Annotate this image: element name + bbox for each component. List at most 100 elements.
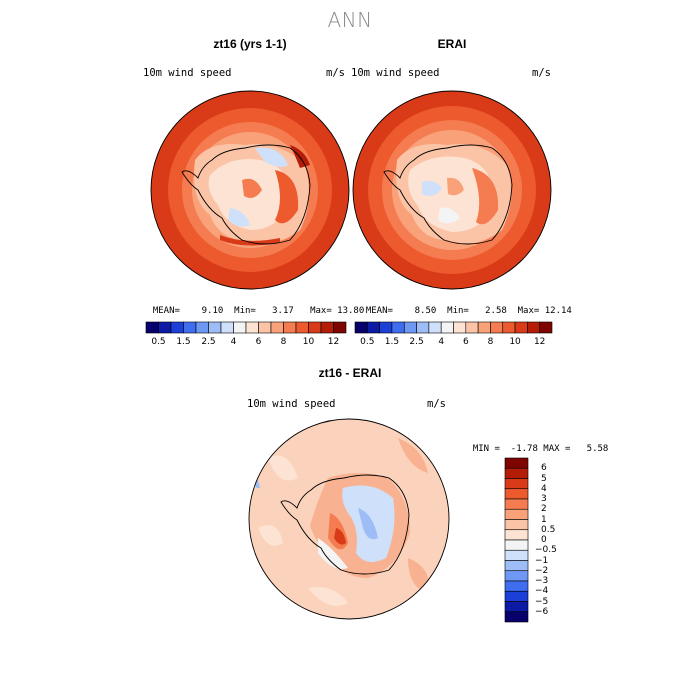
colorbar-swatch [308,321,322,334]
colorbar-swatch [379,321,393,334]
min-label: MIN = [472,444,500,454]
polar-map-model [150,90,350,290]
colorbar-swatch [295,321,309,334]
colorbar-tick-label: 1.5 [176,337,191,347]
colorbar-swatch [428,321,442,334]
colorbar-swatch [245,321,259,334]
colorbar-tick-label: −3 [535,576,549,586]
colorbar-swatch [477,321,491,334]
colorbar-tick-label: −6 [535,606,549,617]
colorbar-tick-label: 6 [541,463,547,474]
units-label-model: m/s [326,67,345,79]
colorbar-swatch [391,321,405,334]
colorbar-swatch [233,321,247,334]
colorbar-swatch [504,478,529,490]
stats-min-value: 3.17 [272,306,294,316]
colorbar-tick-label: 4 [438,337,445,347]
colorbar-tick-label: 8 [487,337,494,347]
colorbar-tick-label: 10 [509,337,521,347]
max-label: MAX = [543,444,571,454]
field-label-reanalysis: 10m wind speed [351,67,440,79]
colorbar-swatch [283,321,297,334]
stats-mean-label: MEAN= [365,306,393,316]
colorbar-swatch [465,321,479,334]
colorbar-tick-label: 5 [541,473,547,484]
stats-model: MEAN= 9.10 Min= 3.17 Max= 13.80 [142,296,364,316]
colorbar-swatch [440,321,454,334]
colorbar-swatch [320,321,334,334]
colorbar-swatch [416,321,430,334]
minmax-difference: MIN = -1.78 MAX = 5.58 [462,434,609,454]
colorbar-model [145,321,347,334]
colorbar-swatch [145,321,159,334]
colorbar-swatch [504,467,529,479]
colorbar-tick-label: 2.5 [201,337,216,347]
panel-title-reanalysis: ERAI [437,37,467,51]
colorbar-swatch [514,321,528,334]
colorbar-tick-label: 6 [462,337,469,347]
colorbar-swatch [539,321,553,334]
colorbar-tick-label: 2 [541,504,547,515]
colorbar-swatch [504,601,529,613]
panel-title-difference: zt16 - ERAI [318,366,382,380]
colorbar-swatch [158,321,172,334]
field-label-model: 10m wind speed [143,67,232,79]
stats-min-label: Min= [447,306,469,316]
colorbar-swatch [504,488,529,500]
colorbar-swatch [504,539,529,551]
min-value: -1.78 [510,444,538,454]
colorbar-difference-labels: 6 5 4 3 2 1 0.5 0 −0.5 −1 −2 −3 −4 −5 −6 [535,458,575,622]
max-value: 5.58 [586,444,609,454]
colorbar-swatch [504,560,529,572]
colorbar-swatch [504,549,529,561]
colorbar-swatch [504,529,529,541]
colorbar-swatch [490,321,504,334]
colorbar-tick-label: 2.5 [409,337,424,347]
colorbar-swatch [258,321,272,334]
units-label-reanalysis: m/s [532,67,551,79]
colorbar-swatch [220,321,234,334]
stats-mean-value: 9.10 [201,306,224,316]
colorbar-tick-label: 4 [230,337,237,347]
field-label-difference: 10m wind speed [247,398,336,410]
colorbar-swatch [208,321,222,334]
colorbar-swatch [504,611,529,623]
stats-min-label: Min= [234,306,256,316]
colorbar-swatch [403,321,417,334]
polar-map-reanalysis [352,90,552,290]
stats-mean-value: 8.50 [414,306,437,316]
main-title: ANN [327,8,373,32]
units-label-difference: m/s [427,398,446,410]
colorbar-tick-label: 12 [327,337,340,347]
colorbar-tick-label: 0.5 [151,337,166,347]
stats-reanalysis: MEAN= 8.50 Min= 2.58 Max= 12.14 [355,296,572,316]
colorbar-tick-label: −4 [535,586,549,597]
colorbar-swatch [504,590,529,602]
colorbar-swatch [504,519,529,531]
colorbar-swatch [504,580,529,592]
colorbar-tick-label: 3 [541,494,547,504]
colorbar-difference [504,457,529,623]
colorbar-swatch [502,321,516,334]
colorbar-tick-label: 6 [255,337,262,347]
colorbar-swatch [333,321,347,334]
colorbar-swatch [504,498,529,510]
stats-max-value: 12.14 [544,306,572,316]
colorbar-swatch [504,508,529,520]
colorbar-tick-label: −5 [535,596,549,607]
colorbar-tick-label: 8 [280,337,287,347]
colorbar-swatch [527,321,540,334]
colorbar-tick-label: 10 [302,337,315,347]
colorbar-swatch [504,457,529,469]
colorbar-tick-label: −2 [535,565,549,576]
stats-min-value: 2.58 [485,306,507,316]
colorbar-tick-label: 12 [533,337,546,347]
colorbar-swatch [183,321,197,334]
colorbar-swatch [270,321,284,334]
stats-max-value: 13.80 [337,306,365,316]
stats-max-label: Max= [310,306,332,316]
colorbar-tick-label: 0 [541,535,547,545]
colorbar-tick-label: 4 [541,483,547,494]
stats-mean-label: MEAN= [152,306,180,316]
colorbar-tick-label: 0.5 [360,337,375,347]
